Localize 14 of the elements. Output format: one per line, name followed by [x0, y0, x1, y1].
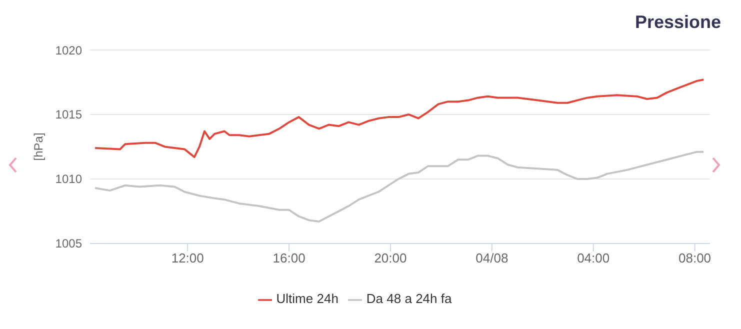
y-tick-label: 1020	[55, 43, 82, 58]
x-tick-label: 04/08	[476, 250, 508, 266]
y-tick-label: 1015	[55, 108, 82, 122]
legend-label: Da 48 a 24h fa	[366, 291, 452, 306]
y-axis-title: [hPa]	[31, 132, 46, 161]
legend-label: Ultime 24h	[276, 291, 338, 306]
x-tick-label: 12:00	[171, 250, 204, 266]
y-tick-label: 1005	[55, 236, 82, 251]
x-tick-label: 04:00	[577, 250, 610, 266]
chart-title: Pressione	[634, 12, 721, 33]
x-tick-label: 20:00	[374, 250, 407, 266]
y-tick-label: 1010	[55, 172, 82, 186]
x-tick-label: 08:00	[678, 250, 712, 266]
x-tick-label: 16:00	[272, 250, 306, 266]
